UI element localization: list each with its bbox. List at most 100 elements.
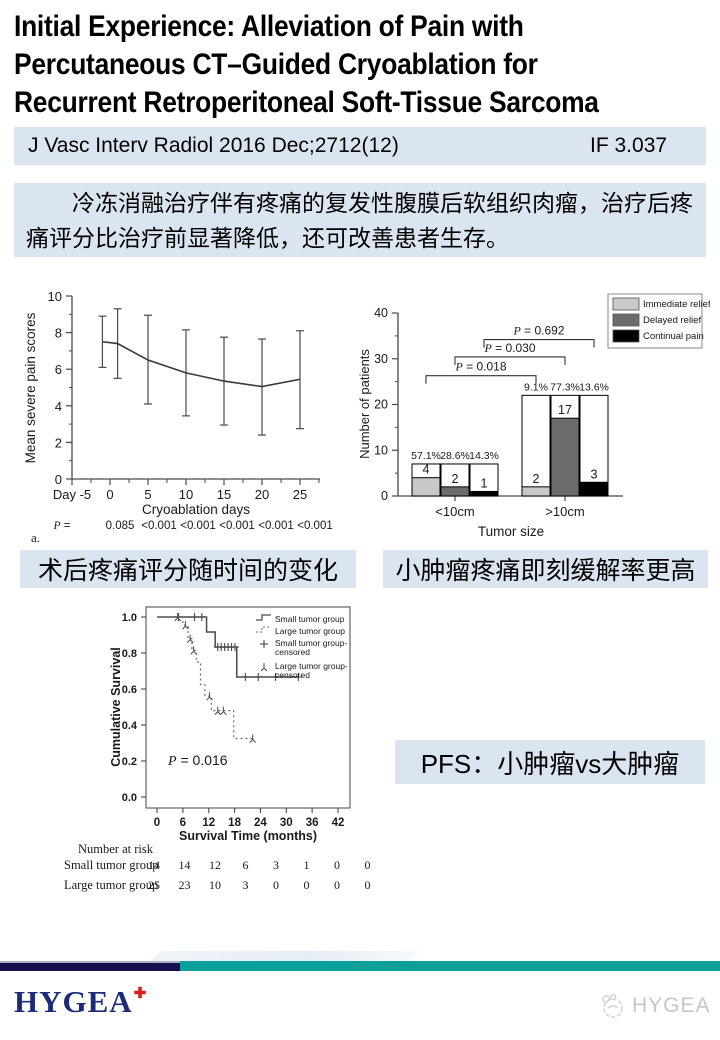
svg-text:0.6: 0.6 [122,684,137,696]
svg-text:0: 0 [273,878,279,892]
svg-text:3: 3 [243,878,249,892]
svg-text:77.3%: 77.3% [550,381,580,393]
svg-text:Large tumor group: Large tumor group [275,626,345,636]
svg-text:Large tumor group: Large tumor group [64,878,158,892]
svg-text:Survival Time (months): Survival Time (months) [179,829,317,843]
svg-text:<0.001: <0.001 [180,520,216,532]
svg-text:censored: censored [275,670,310,680]
citation: J Vasc Interv Radiol 2016 Dec;2712(12) [28,134,399,157]
watermark-text: HYGEA [632,994,711,1017]
svg-text:0.085: 0.085 [106,520,135,532]
svg-text:14: 14 [148,858,160,872]
svg-text:10: 10 [179,487,193,502]
svg-text:<0.001: <0.001 [297,520,333,532]
svg-text:24: 24 [254,817,267,829]
svg-text:4: 4 [423,463,430,477]
svg-text:<0.001: <0.001 [141,520,177,532]
hygea-watermark: HYGEA [598,992,711,1020]
svg-text:0: 0 [334,858,340,872]
svg-text:0.8: 0.8 [122,648,137,660]
km-survival-chart: 0.0 0.2 0.4 0.6 0.8 1.0 0 6 12 18 24 30 36 42 Cumulati… [20,595,380,905]
svg-text:Day -5: Day -5 [53,487,91,502]
svg-text:25: 25 [293,487,307,502]
svg-text:Number at risk: Number at risk [78,842,154,856]
svg-text:30: 30 [374,352,388,366]
title-line-1: Initial Experience: Alleviation of Pain … [14,10,524,43]
watermark-logo-icon [602,993,623,1018]
caption-pfs: PFS：小肿瘤vs大肿瘤 [395,740,705,784]
svg-text:10: 10 [48,289,62,304]
svg-text:1: 1 [481,476,488,490]
svg-text:Cryoablation days: Cryoablation days [142,502,250,517]
logo-text: HYGEA [14,984,133,1019]
svg-text:12: 12 [209,858,221,872]
svg-text:Number of patients: Number of patients [357,349,372,459]
svg-text:14.3%: 14.3% [469,450,499,462]
svg-text:30: 30 [280,817,293,829]
svg-text:36: 36 [306,817,319,829]
footer-bar-teal [180,961,720,971]
svg-text:9.1%: 9.1% [524,381,548,393]
svg-text:5: 5 [144,487,151,502]
svg-text:3: 3 [591,467,598,481]
svg-text:Small tumor group: Small tumor group [275,614,345,624]
journal-bar: J Vasc Interv Radiol 2016 Dec;2712(12) I… [14,127,706,165]
svg-text:P =: P = [53,520,71,532]
svg-text:>10cm: >10cm [545,504,584,519]
svg-text:6: 6 [180,817,186,829]
svg-text:P = 0.018: P = 0.018 [454,360,506,374]
impact-factor: IF 3.037 [590,134,668,157]
summary-text-cn: 冷冻消融治疗伴有疼痛的复发性腹膜后软组织肉瘤，治疗后疼痛评分比治疗前显著降低，还… [14,183,706,257]
svg-text:8: 8 [55,326,62,341]
svg-text:P = 0.030: P = 0.030 [483,341,535,355]
svg-text:10: 10 [209,878,221,892]
svg-text:0.4: 0.4 [122,720,138,732]
hygea-logo: HYGEA✚ [14,984,147,1020]
svg-text:4: 4 [55,399,62,414]
logo-plus-icon: ✚ [133,986,148,1002]
svg-text:Mean severe pain scores: Mean severe pain scores [25,312,38,463]
svg-text:17: 17 [558,403,572,417]
svg-text:Cumulative Survival: Cumulative Survival [109,647,123,767]
svg-text:13.6%: 13.6% [579,381,609,393]
svg-text:15: 15 [217,487,231,502]
svg-text:Immediate relief: Immediate relief [643,299,710,310]
relief-bar-chart: 0 10 20 30 40 Number of patients <10cm 4 57.1% 2 2… [355,280,710,545]
svg-text:<10cm: <10cm [435,504,474,519]
svg-text:0: 0 [334,878,340,892]
svg-text:57.1%: 57.1% [411,450,441,462]
svg-text:1.0: 1.0 [122,612,137,624]
title-line-3: Recurrent Retroperitoneal Soft-Tissue Sa… [14,86,599,119]
svg-text:0.2: 0.2 [122,756,137,768]
svg-text:Large tumor group-: Large tumor group- [275,661,348,671]
svg-text:P = 0.016: P = 0.016 [167,752,228,769]
svg-text:10: 10 [374,443,388,457]
svg-text:2: 2 [55,435,62,450]
svg-text:2: 2 [533,472,540,486]
svg-text:1: 1 [304,858,310,872]
svg-text:25: 25 [148,878,160,892]
svg-text:0: 0 [381,489,388,503]
svg-text:0: 0 [365,878,371,892]
svg-text:6: 6 [243,858,249,872]
svg-text:0: 0 [55,472,62,487]
caption-bar-chart: 小肿瘤疼痛即刻缓解率更高 [383,550,708,588]
svg-text:<0.001: <0.001 [219,520,255,532]
svg-text:23: 23 [179,878,191,892]
svg-text:Continual pain: Continual pain [643,331,704,342]
svg-text:Delayed relief: Delayed relief [643,315,701,326]
footer-bar-navy [0,961,180,971]
page-title: Initial Experience: Alleviation of Pain … [14,8,599,122]
svg-text:Small tumor group-: Small tumor group- [275,638,347,648]
pain-line-chart: 0 2 4 6 8 10 Day -5 0 5 10 15 20 25 Mean severe pain … [25,283,360,545]
svg-text:12: 12 [202,817,215,829]
svg-text:0: 0 [106,487,113,502]
svg-text:0: 0 [365,858,371,872]
svg-text:14: 14 [179,858,191,872]
svg-text:0.0: 0.0 [122,792,137,804]
svg-text:18: 18 [228,817,241,829]
svg-text:20: 20 [255,487,269,502]
svg-text:40: 40 [374,306,388,320]
footer-decoration [150,951,422,961]
svg-text:<0.001: <0.001 [258,520,294,532]
